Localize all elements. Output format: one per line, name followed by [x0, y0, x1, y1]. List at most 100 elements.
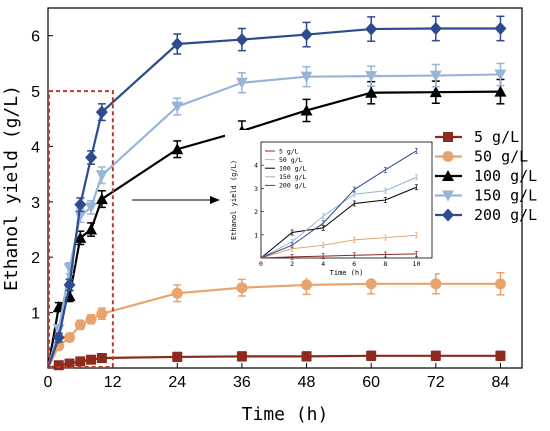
inset-y-axis-title: Ethanol yield (g/L): [230, 160, 238, 240]
y-tick-label: 2: [31, 250, 40, 267]
data-point: [430, 278, 442, 290]
data-point: [494, 278, 506, 290]
inset-x-tick-label: 4: [321, 260, 325, 268]
legend-marker: [443, 132, 453, 142]
series-line: [46, 73, 501, 369]
x-tick-label: 24: [168, 374, 186, 391]
data-point: [429, 86, 442, 98]
legend-label: 50 g/L: [474, 148, 528, 166]
data-point: [95, 170, 108, 182]
data-point: [365, 86, 378, 98]
x-tick-label: 12: [104, 374, 122, 391]
x-tick-label: 36: [233, 374, 251, 391]
series-5-g-l: [47, 350, 506, 371]
data-point: [171, 101, 184, 113]
data-point: [86, 354, 97, 365]
data-point: [52, 331, 65, 345]
legend-item: 200 g/L: [434, 206, 537, 224]
inset-series: [260, 250, 418, 260]
x-tick-label: 84: [492, 374, 510, 391]
data-point: [300, 104, 313, 116]
y-tick-label: 1: [31, 306, 40, 323]
legend-item: 5 g/L: [434, 128, 519, 146]
legend-marker: [442, 208, 454, 222]
legend-label: 150 g/L: [474, 187, 537, 205]
data-point: [64, 358, 75, 369]
data-point: [494, 69, 507, 81]
data-point: [74, 231, 87, 243]
legend-item: 50 g/L: [434, 148, 528, 166]
data-point: [172, 351, 183, 362]
data-point: [171, 287, 183, 299]
inset-x-tick-label: 10: [413, 260, 421, 268]
data-point: [429, 70, 442, 82]
data-point: [85, 223, 98, 235]
inset-legend-item: 150 g/L: [265, 173, 306, 181]
highlight-region: [48, 90, 114, 368]
data-point: [74, 198, 87, 212]
data-point: [235, 33, 248, 47]
y-tick-label: 6: [31, 29, 40, 46]
data-point: [495, 350, 506, 361]
inset-y-tick-label: 3: [254, 185, 258, 193]
inset-legend-label: 100 g/L: [279, 165, 306, 173]
inset-legend-label: 5 g/L: [279, 147, 299, 155]
data-point: [95, 193, 108, 205]
inset-legend-item: 200 g/L: [265, 182, 306, 190]
series-50-g-l: [47, 271, 506, 369]
x-tick-label: 0: [44, 374, 53, 391]
inset-legend-item: 5 g/L: [265, 147, 299, 155]
data-point: [75, 356, 86, 367]
inset-y-tick-label: 4: [254, 162, 258, 170]
x-tick-label: 72: [427, 374, 445, 391]
data-point: [365, 71, 378, 83]
arrow-head: [210, 196, 220, 204]
legend-marker: [442, 151, 454, 162]
inset-y-tick-label: 2: [254, 208, 258, 216]
data-point: [301, 351, 312, 362]
inset-series-line: [260, 150, 417, 259]
data-point: [74, 210, 87, 222]
inset-legend-label: 50 g/L: [279, 156, 303, 164]
inset-series: [260, 147, 418, 259]
inset-series-line: [260, 234, 417, 259]
data-point: [95, 105, 108, 119]
y-tick-label: 4: [31, 139, 40, 156]
inset-x-tick-label: 8: [383, 260, 387, 268]
data-point: [301, 279, 313, 291]
data-point: [63, 278, 76, 292]
data-point: [96, 353, 107, 364]
data-point: [366, 350, 377, 361]
inset-background: [225, 130, 435, 278]
y-tick-label: 5: [31, 84, 40, 101]
legend-label: 100 g/L: [474, 167, 537, 185]
legend-label: 200 g/L: [474, 206, 537, 224]
data-point: [365, 22, 378, 36]
data-point: [300, 71, 313, 83]
inset-series-line: [260, 176, 417, 259]
data-point: [53, 360, 64, 371]
data-point: [300, 28, 313, 42]
legend-marker: [442, 190, 454, 202]
y-axis-title: Ethanol yield (g/L): [1, 85, 22, 291]
legend-item: 150 g/L: [434, 187, 537, 205]
series-200-g-l: [46, 15, 507, 369]
data-point: [429, 21, 442, 35]
inset-legend-item: 50 g/L: [265, 156, 303, 164]
data-point: [85, 313, 97, 325]
inset-y-tick-label: 1: [254, 231, 258, 239]
series-line: [46, 27, 501, 369]
inset-frame: [260, 141, 433, 259]
data-point: [236, 351, 247, 362]
inset-x-axis-title: Time (h): [330, 269, 364, 277]
y-tick-label: 3: [31, 195, 40, 212]
legend-label: 5 g/L: [474, 128, 519, 146]
data-point: [171, 37, 184, 51]
data-point: [494, 85, 507, 97]
data-point: [235, 77, 248, 89]
inset-x-tick-label: 0: [259, 260, 263, 268]
data-point: [64, 332, 76, 344]
